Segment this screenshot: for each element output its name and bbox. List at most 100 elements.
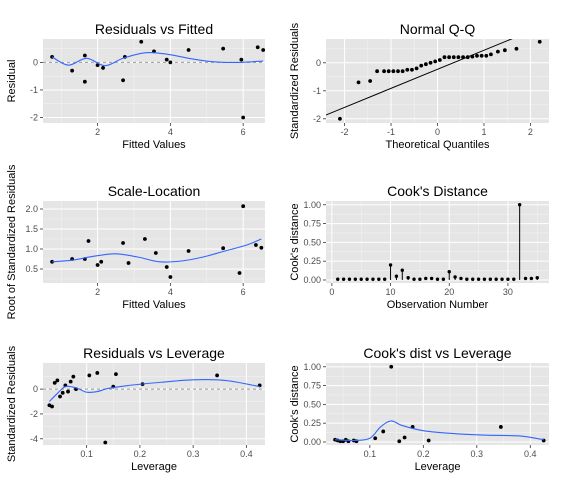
plot-2: -2 -1 0 1 2 -2 -1 0 Normal Q-Q Theoretical Quanti… [289,21,549,151]
smooth-line [51,52,264,67]
data-point [121,241,125,245]
data-point [453,275,457,279]
data-point [86,239,91,243]
data-point [215,373,219,378]
x-axis-label: Fitted Values [122,139,186,151]
plot-5: 0.1 0.2 0.3 0.4 -4 -2 0 Residuals vs Leverage Le… [6,345,265,473]
data-point [471,277,475,281]
data-point [239,57,244,62]
data-point [139,39,144,44]
y-tick-label: 2.0 [25,204,38,214]
data-point [461,55,465,60]
plot-title: Normal Q-Q [400,21,476,37]
plot-marks [43,39,265,120]
data-point [71,374,76,379]
data-point [373,436,378,441]
x-tick-label: 10 [386,287,396,297]
data-point [437,58,442,62]
data-point [500,277,504,281]
x-tick-label: 0.1 [364,449,377,459]
data-point [347,277,352,281]
x-tick-label: -2 [341,127,349,137]
data-point [168,275,173,279]
data-point [336,277,340,281]
x-tick-label: 0.2 [134,449,147,459]
data-point [414,66,419,71]
data-point [396,69,400,74]
data-point [371,277,375,281]
data-point [456,55,461,60]
data-point [484,53,489,58]
y-tick-label: -2 [30,409,38,419]
plot-title: Residuals vs Fitted [95,21,213,37]
x-tick-label: 0.3 [471,449,484,459]
data-point [523,276,528,281]
x-tick-label: 6 [241,287,246,297]
x-tick-label: 0.2 [417,449,430,459]
data-point [164,57,169,62]
data-point [517,203,522,207]
data-point [58,394,62,399]
y-tick-label: 0.00 [303,437,321,447]
data-point [368,79,373,83]
smooth-line [52,238,262,263]
y-axis-label: Residual [6,60,18,103]
y-tick-label: 1.5 [25,224,38,234]
x-axis-label: Theoretical Quantiles [386,139,490,151]
data-point [68,379,73,384]
data-point [397,439,402,444]
data-point [537,39,542,44]
data-point [512,277,516,281]
x-axis-label: Leverage [415,461,461,473]
data-point [164,265,169,269]
data-point [502,48,507,53]
data-point [433,59,438,64]
data-point [386,69,391,74]
data-point [261,48,265,52]
data-point [465,55,470,60]
data-point [66,389,70,394]
data-point [529,276,534,281]
plot-panel [43,363,265,445]
plot-1: 2 4 6 -2 -1 0 Residuals vs Fitted Fitted Values… [6,21,265,151]
data-point [259,245,264,250]
data-point [418,277,422,281]
x-tick-label: 0 [329,287,334,297]
data-point [103,440,108,445]
data-point [168,60,173,65]
x-tick-label: 0.4 [240,449,253,459]
data-point [87,373,92,378]
y-axis-label: Cook's distance [289,203,301,280]
data-point [353,277,358,281]
y-tick-label: -2 [30,112,38,122]
data-point [470,54,475,59]
y-tick-label: 0.75 [303,219,321,229]
data-point [381,429,386,434]
data-point [442,55,447,60]
data-point [475,53,479,58]
data-point [55,378,60,383]
data-point [489,52,493,57]
y-axis-label: Cook's distance [289,365,301,442]
qq-reference-line [326,39,513,116]
x-tick-label: 0.1 [80,449,93,459]
y-tick-label: 0 [33,57,38,67]
data-point [50,259,54,264]
data-point [126,261,131,265]
y-tick-label: 0.00 [303,275,321,285]
data-point [447,55,452,60]
plot-title: Scale-Location [108,183,201,199]
plot-3: 2 4 6 0.5 1.0 1.5 2.0 Scale-Location Fitted Valu… [6,164,265,319]
data-point [389,364,394,369]
y-tick-label: 0.25 [303,256,321,266]
data-point [82,79,87,84]
plot-marks [50,204,264,279]
smooth-line [335,420,544,442]
data-point [498,425,503,429]
y-tick-label: 0.25 [303,418,321,428]
data-point [402,435,407,440]
plot-title: Residuals vs Leverage [83,345,225,361]
data-point [400,268,404,272]
data-point [341,277,346,281]
y-axis-label: Standardized Residuals [6,345,18,462]
